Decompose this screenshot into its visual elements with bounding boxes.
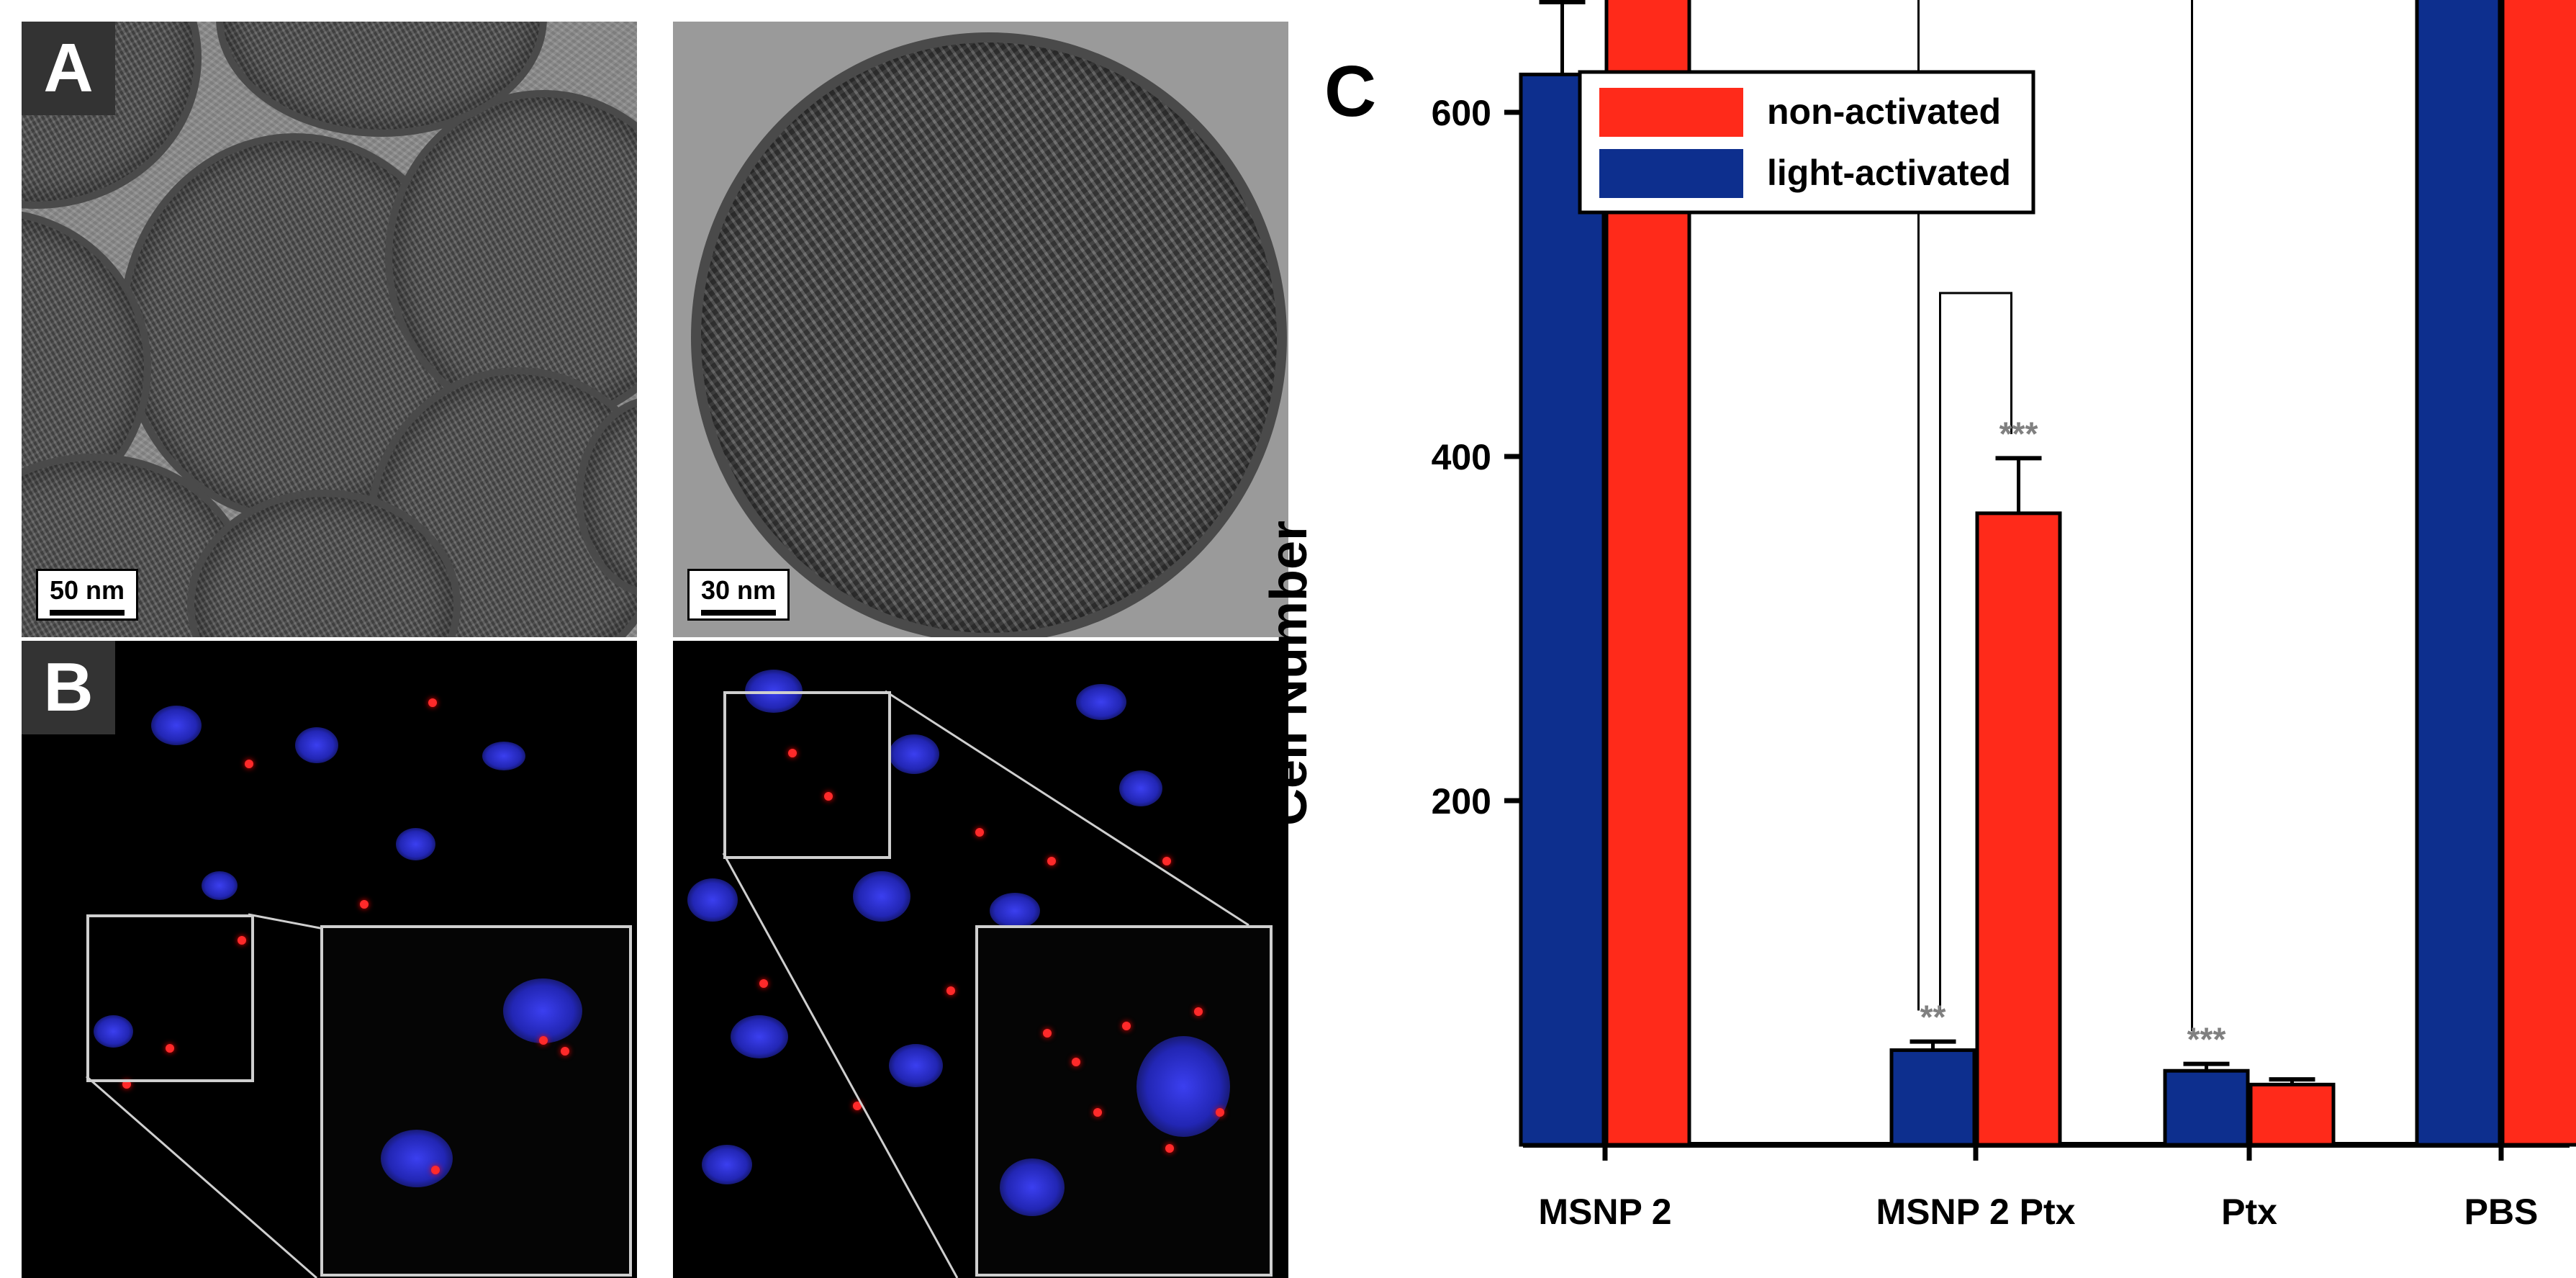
significance-label: ***	[2187, 1021, 2226, 1058]
zoom-selection-box	[86, 914, 254, 1082]
y-tick-label: 400	[1432, 437, 1491, 477]
significance-bracket	[2191, 0, 2193, 1032]
significance-label: ***	[1999, 415, 2038, 452]
significance-bracket	[1939, 292, 2012, 1011]
x-tick-label: Ptx	[2221, 1192, 2277, 1232]
bar-non-activated-ptx	[2249, 1082, 2336, 1147]
zoom-inset	[320, 925, 632, 1277]
zoom-selection-box	[723, 691, 891, 859]
scale-bar-50nm: 50 nm	[36, 569, 139, 621]
scale-bar-30nm: 30 nm	[687, 569, 790, 621]
bar-light-activated-pbs	[2415, 0, 2502, 1147]
bar-light-activated-ptx	[2163, 1068, 2250, 1147]
bar-non-activated-msnp-2-ptx	[1975, 511, 2062, 1147]
x-tick-label: MSNP 2 Ptx	[1876, 1192, 2076, 1232]
y-tick-label: 200	[1432, 781, 1491, 822]
confocal-image-left: B	[22, 641, 637, 1278]
legend-swatch-non-activated	[1599, 88, 1743, 137]
tem-image-left: A 50 nm	[22, 22, 637, 637]
scale-bar-label: 50 nm	[50, 575, 125, 605]
tem-image-right: 30 nm	[673, 22, 1288, 637]
panel-label-a: A	[22, 22, 115, 115]
bar-non-activated-pbs	[2500, 0, 2576, 1147]
panel-label-b: B	[22, 641, 115, 734]
bar-light-activated-msnp-2-ptx	[1889, 1048, 1976, 1147]
confocal-image-right	[673, 641, 1288, 1278]
legend-label-non-activated: non-activated	[1767, 91, 2001, 132]
y-tick-label: 600	[1432, 93, 1491, 133]
legend-label-light-activated: light-activated	[1767, 153, 2011, 193]
x-tick-label: PBS	[2464, 1192, 2539, 1232]
bar-light-activated-msnp-2	[1519, 72, 1606, 1147]
zoom-inset	[975, 925, 1273, 1277]
significance-label: **	[1920, 999, 1946, 1036]
legend-swatch-light-activated	[1599, 149, 1743, 198]
scale-bar-label: 30 nm	[701, 575, 777, 605]
panel-label-c: C	[1324, 51, 1377, 132]
x-tick-label: MSNP 2	[1538, 1192, 1671, 1232]
y-axis-label: Cell Number	[1260, 521, 1318, 826]
